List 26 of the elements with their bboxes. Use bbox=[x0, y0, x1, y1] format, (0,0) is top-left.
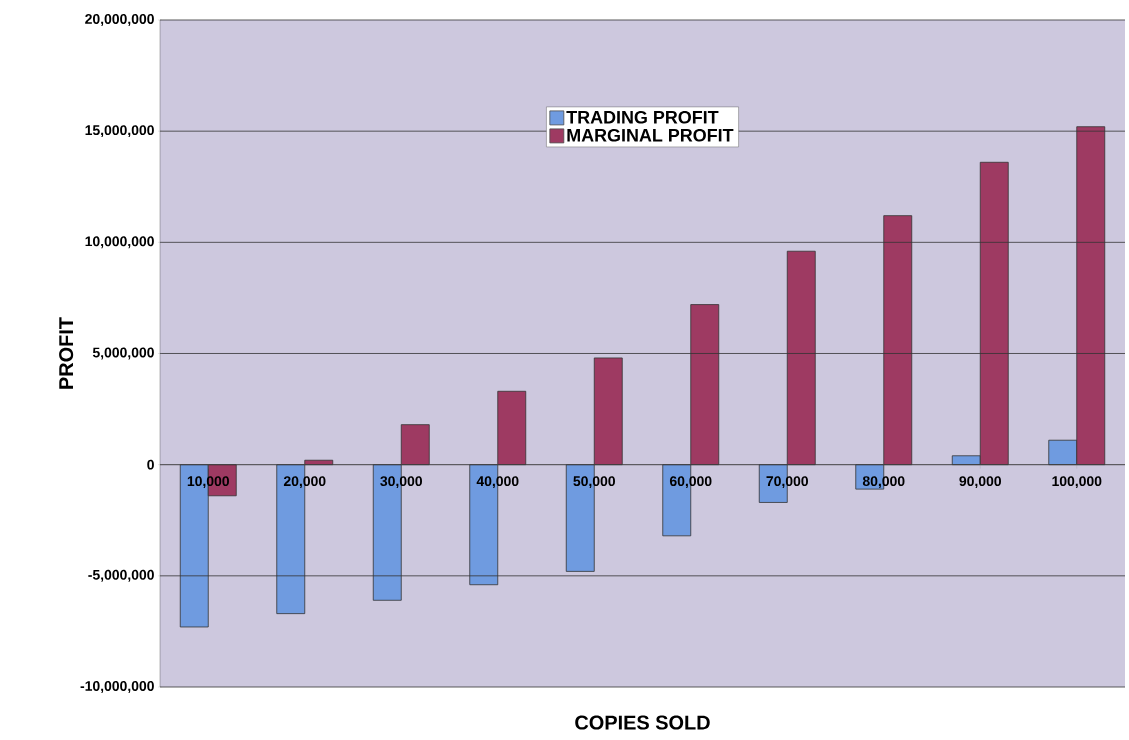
legend-label: MARGINAL PROFIT bbox=[567, 128, 734, 142]
legend-label: TRADING PROFIT bbox=[566, 110, 719, 124]
x-tick-label: 20,000 bbox=[283, 476, 326, 489]
bar bbox=[400, 424, 430, 466]
bar bbox=[497, 390, 527, 466]
x-tick-label: 80,000 bbox=[862, 476, 905, 489]
y-tick-label: 5,000,000 bbox=[92, 347, 154, 360]
y-tick-label: 20,000,000 bbox=[85, 14, 154, 26]
x-tick-label: 60,000 bbox=[669, 476, 712, 489]
x-tick-label: 50,000 bbox=[573, 476, 616, 489]
bar bbox=[690, 304, 720, 466]
y-tick-label: 15,000,000 bbox=[85, 125, 154, 138]
x-tick-label: 100,000 bbox=[1052, 476, 1102, 489]
bar bbox=[883, 215, 913, 466]
bar bbox=[593, 357, 623, 466]
y-tick-label: -5,000,000 bbox=[88, 569, 154, 582]
y-tick-label: 10,000,000 bbox=[85, 236, 154, 249]
x-tick-label: 90,000 bbox=[959, 476, 1002, 489]
y-axis-title: PROFIT bbox=[59, 317, 74, 389]
y-tick-label: 0 bbox=[147, 459, 154, 470]
bar bbox=[786, 250, 816, 466]
y-tick-label: -10,000,000 bbox=[80, 681, 154, 693]
x-tick-label: 30,000 bbox=[380, 476, 423, 489]
x-axis-title: COPIES SOLD bbox=[575, 715, 710, 730]
x-tick-label: 40,000 bbox=[476, 476, 519, 489]
x-tick-label: 70,000 bbox=[766, 476, 809, 489]
